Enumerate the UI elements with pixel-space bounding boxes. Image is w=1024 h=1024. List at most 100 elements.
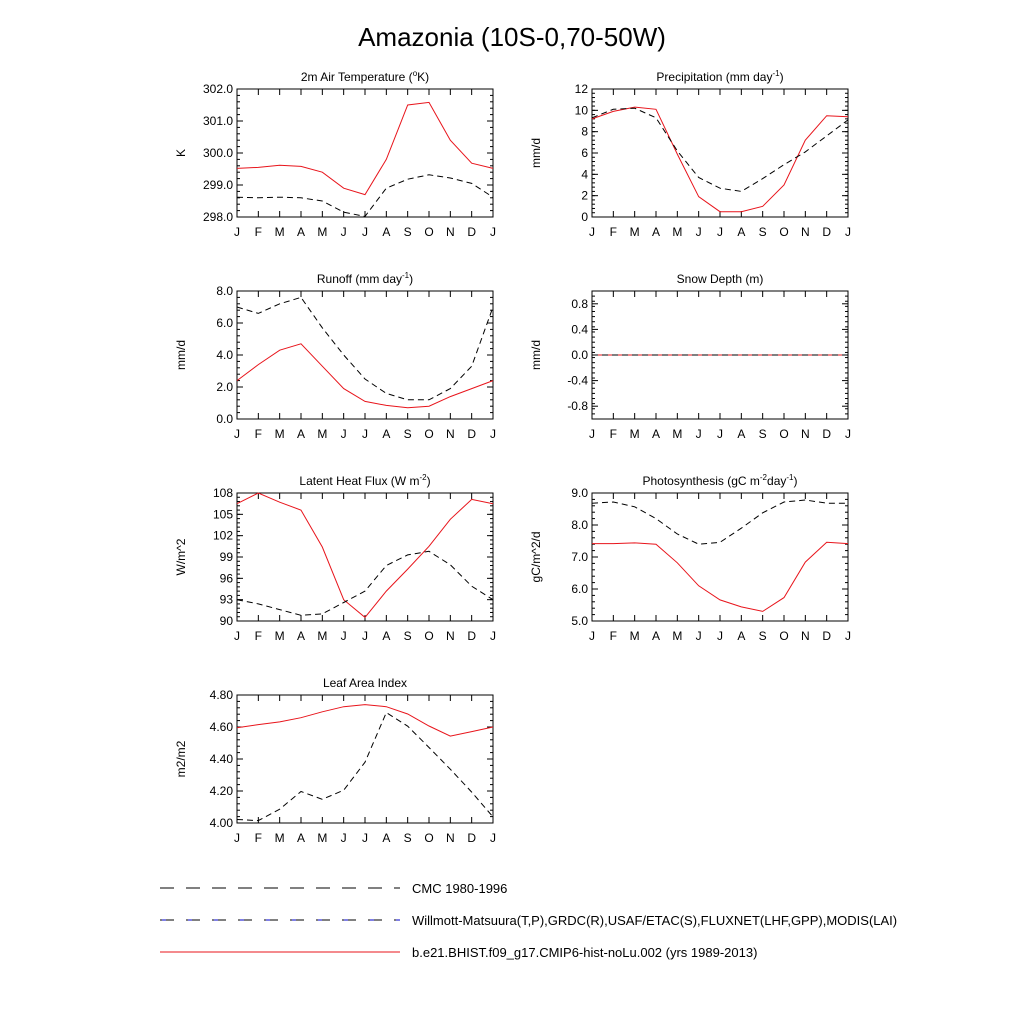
x-tick-label: A <box>737 427 745 441</box>
y-tick-label: 299.0 <box>203 178 233 192</box>
x-tick-label: N <box>801 629 810 643</box>
model-series-line <box>591 106 849 213</box>
x-tick-label: J <box>341 831 347 845</box>
panel-title: 2m Air Temperature (oK) <box>301 69 429 84</box>
x-tick-label: O <box>779 225 788 239</box>
x-tick-label: A <box>652 427 660 441</box>
x-tick-label: O <box>424 629 433 643</box>
obs-series-line <box>236 296 494 401</box>
x-tick-label: J <box>589 225 595 239</box>
model-series-line <box>592 541 849 612</box>
x-tick-label: F <box>610 225 617 239</box>
x-tick-label: S <box>404 831 412 845</box>
y-axis-label: W/m^2 <box>174 538 188 575</box>
x-tick-label: N <box>446 225 455 239</box>
x-tick-label: N <box>446 427 455 441</box>
x-tick-label: J <box>845 225 851 239</box>
x-tick-label: M <box>672 427 682 441</box>
x-tick-label: J <box>362 225 368 239</box>
obs-series-line <box>236 174 494 217</box>
y-tick-label: 6.0 <box>571 582 588 596</box>
x-tick-label: O <box>779 629 788 643</box>
x-tick-label: A <box>297 225 305 239</box>
panel-title: Precipitation (mm day-1) <box>656 69 783 84</box>
x-tick-label: F <box>610 629 617 643</box>
x-tick-label: M <box>275 225 285 239</box>
panel-title: Runoff (mm day-1) <box>317 271 413 286</box>
x-tick-label: J <box>341 427 347 441</box>
x-tick-label: D <box>467 831 476 845</box>
x-tick-label: N <box>801 225 810 239</box>
legend-label: CMC 1980-1996 <box>412 881 507 896</box>
x-tick-label: J <box>341 225 347 239</box>
plot-frame <box>591 492 849 622</box>
x-tick-label: J <box>341 629 347 643</box>
x-tick-label: D <box>822 225 831 239</box>
x-tick-label: J <box>362 629 368 643</box>
y-tick-label: 2.0 <box>216 380 233 394</box>
obs-series-line <box>236 711 494 822</box>
x-tick-label: A <box>297 629 305 643</box>
x-tick-label: D <box>822 427 831 441</box>
x-tick-label: O <box>424 831 433 845</box>
legend: CMC 1980-1996 Willmott-Matsuura(T,P),GRDC… <box>160 881 897 960</box>
y-tick-label: 8.0 <box>571 518 588 532</box>
x-tick-label: J <box>845 427 851 441</box>
panel-title: Leaf Area Index <box>323 676 407 690</box>
panel-title: Photosynthesis (gC m-2day-1) <box>643 473 798 488</box>
x-tick-label: N <box>446 629 455 643</box>
x-tick-label: F <box>255 225 262 239</box>
legend-label: b.e21.BHIST.f09_g17.CMIP6-hist-noLu.002 … <box>412 945 757 960</box>
x-tick-label: F <box>255 427 262 441</box>
x-tick-label: J <box>589 427 595 441</box>
x-tick-label: J <box>234 225 240 239</box>
legend-label: Willmott-Matsuura(T,P),GRDC(R),USAF/ETAC… <box>412 913 897 928</box>
x-tick-label: D <box>467 629 476 643</box>
model-series-line <box>236 101 494 196</box>
x-tick-label: J <box>696 225 702 239</box>
y-tick-label: 12 <box>575 82 589 96</box>
y-tick-label: 0 <box>581 210 588 224</box>
y-tick-label: 6 <box>581 146 588 160</box>
y-tick-label: 4.20 <box>210 784 234 798</box>
obs-series-line <box>236 550 494 616</box>
x-tick-label: M <box>317 831 327 845</box>
plot-frame <box>236 88 494 218</box>
y-tick-label: 2 <box>581 189 588 203</box>
y-tick-label: 0.0 <box>216 412 233 426</box>
y-tick-label: 102 <box>213 529 233 543</box>
x-tick-label: S <box>759 629 767 643</box>
x-tick-label: J <box>696 629 702 643</box>
x-tick-label: J <box>490 427 496 441</box>
x-tick-label: A <box>297 427 305 441</box>
x-tick-label: S <box>404 225 412 239</box>
y-axis-label: m2/m2 <box>174 740 188 777</box>
x-tick-label: J <box>589 629 595 643</box>
x-tick-label: F <box>255 831 262 845</box>
y-axis-label: K <box>174 149 188 157</box>
x-tick-label: D <box>467 427 476 441</box>
obs-series-line <box>591 499 848 545</box>
x-tick-label: A <box>382 831 390 845</box>
x-tick-label: J <box>717 427 723 441</box>
y-tick-label: 7.0 <box>571 550 588 564</box>
y-tick-label: 90 <box>220 614 234 628</box>
y-tick-label: 298.0 <box>203 210 233 224</box>
x-tick-label: S <box>759 225 767 239</box>
y-tick-label: 5.0 <box>571 614 588 628</box>
y-tick-label: 108 <box>213 486 233 500</box>
x-tick-label: J <box>490 831 496 845</box>
x-tick-label: J <box>490 629 496 643</box>
x-tick-label: A <box>652 629 660 643</box>
x-tick-label: O <box>424 225 433 239</box>
x-tick-label: F <box>255 629 262 643</box>
x-tick-label: S <box>404 629 412 643</box>
x-tick-label: D <box>467 225 476 239</box>
y-tick-label: 301.0 <box>203 114 233 128</box>
x-tick-label: M <box>630 427 640 441</box>
y-tick-label: 4.80 <box>210 688 234 702</box>
